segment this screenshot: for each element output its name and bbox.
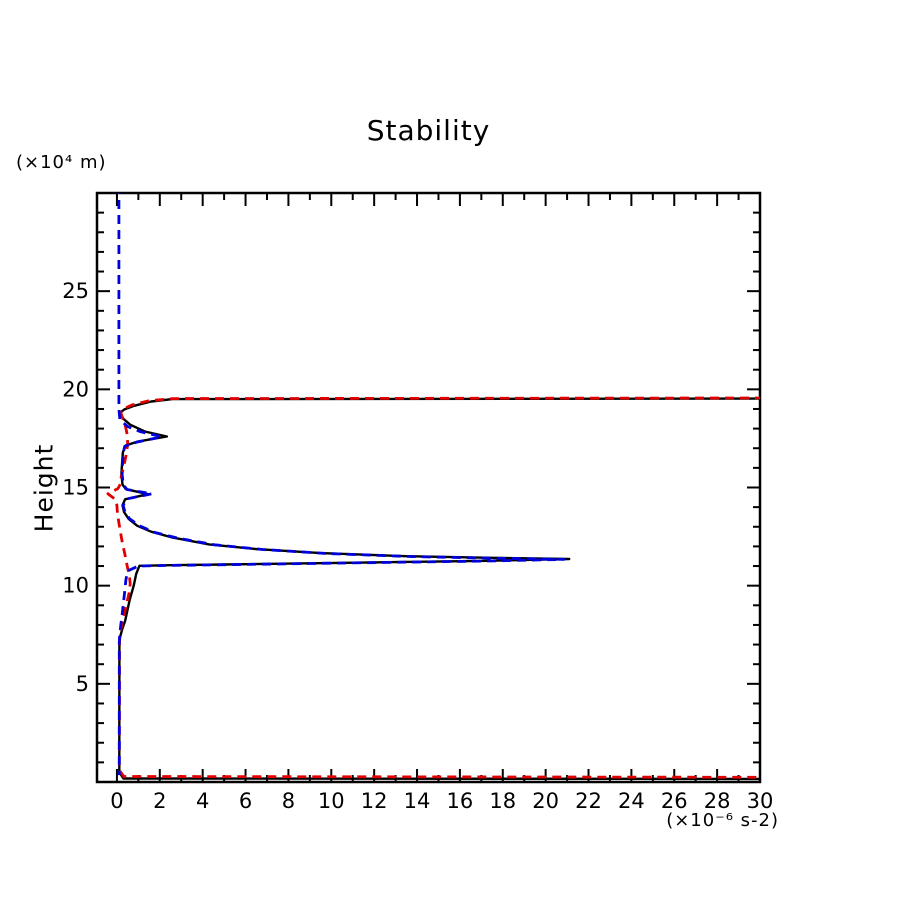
x-tick-label: 18 [489, 789, 516, 813]
x-tick-label: 4 [196, 789, 209, 813]
y-tick-label: 20 [62, 377, 89, 401]
x-tick-label: 24 [618, 789, 645, 813]
page-title: Stability [366, 114, 491, 147]
stability-profile-red-line [106, 396, 760, 779]
y-tick-label: 5 [76, 672, 89, 696]
series-group [106, 193, 760, 781]
stability-profile-black-line [118, 397, 760, 781]
x-tick-label: 10 [318, 789, 345, 813]
plot-frame [95, 191, 762, 784]
x-tick-label: 30 [747, 789, 774, 813]
stability-profile-blue-line [117, 193, 566, 776]
x-tick-label: 20 [532, 789, 559, 813]
x-tick-label: 22 [575, 789, 602, 813]
x-tick-label: 26 [661, 789, 688, 813]
x-tick-label: 0 [110, 789, 123, 813]
y-tick-label: 10 [62, 574, 89, 598]
x-tick-label: 8 [282, 789, 295, 813]
axis-ticks [97, 193, 761, 782]
x-tick-label: 14 [404, 789, 431, 813]
y-tick-label: 15 [62, 476, 89, 500]
x-tick-label: 2 [153, 789, 166, 813]
x-tick-label: 16 [447, 789, 474, 813]
x-axis-unit-label: (×10⁻⁶ s-2) [666, 810, 779, 831]
y-axis-unit-label: (×10⁴ m) [16, 152, 107, 173]
x-tick-label: 28 [704, 789, 731, 813]
x-tick-label: 12 [361, 789, 388, 813]
y-tick-label: 25 [62, 279, 89, 303]
x-tick-label: 6 [239, 789, 252, 813]
